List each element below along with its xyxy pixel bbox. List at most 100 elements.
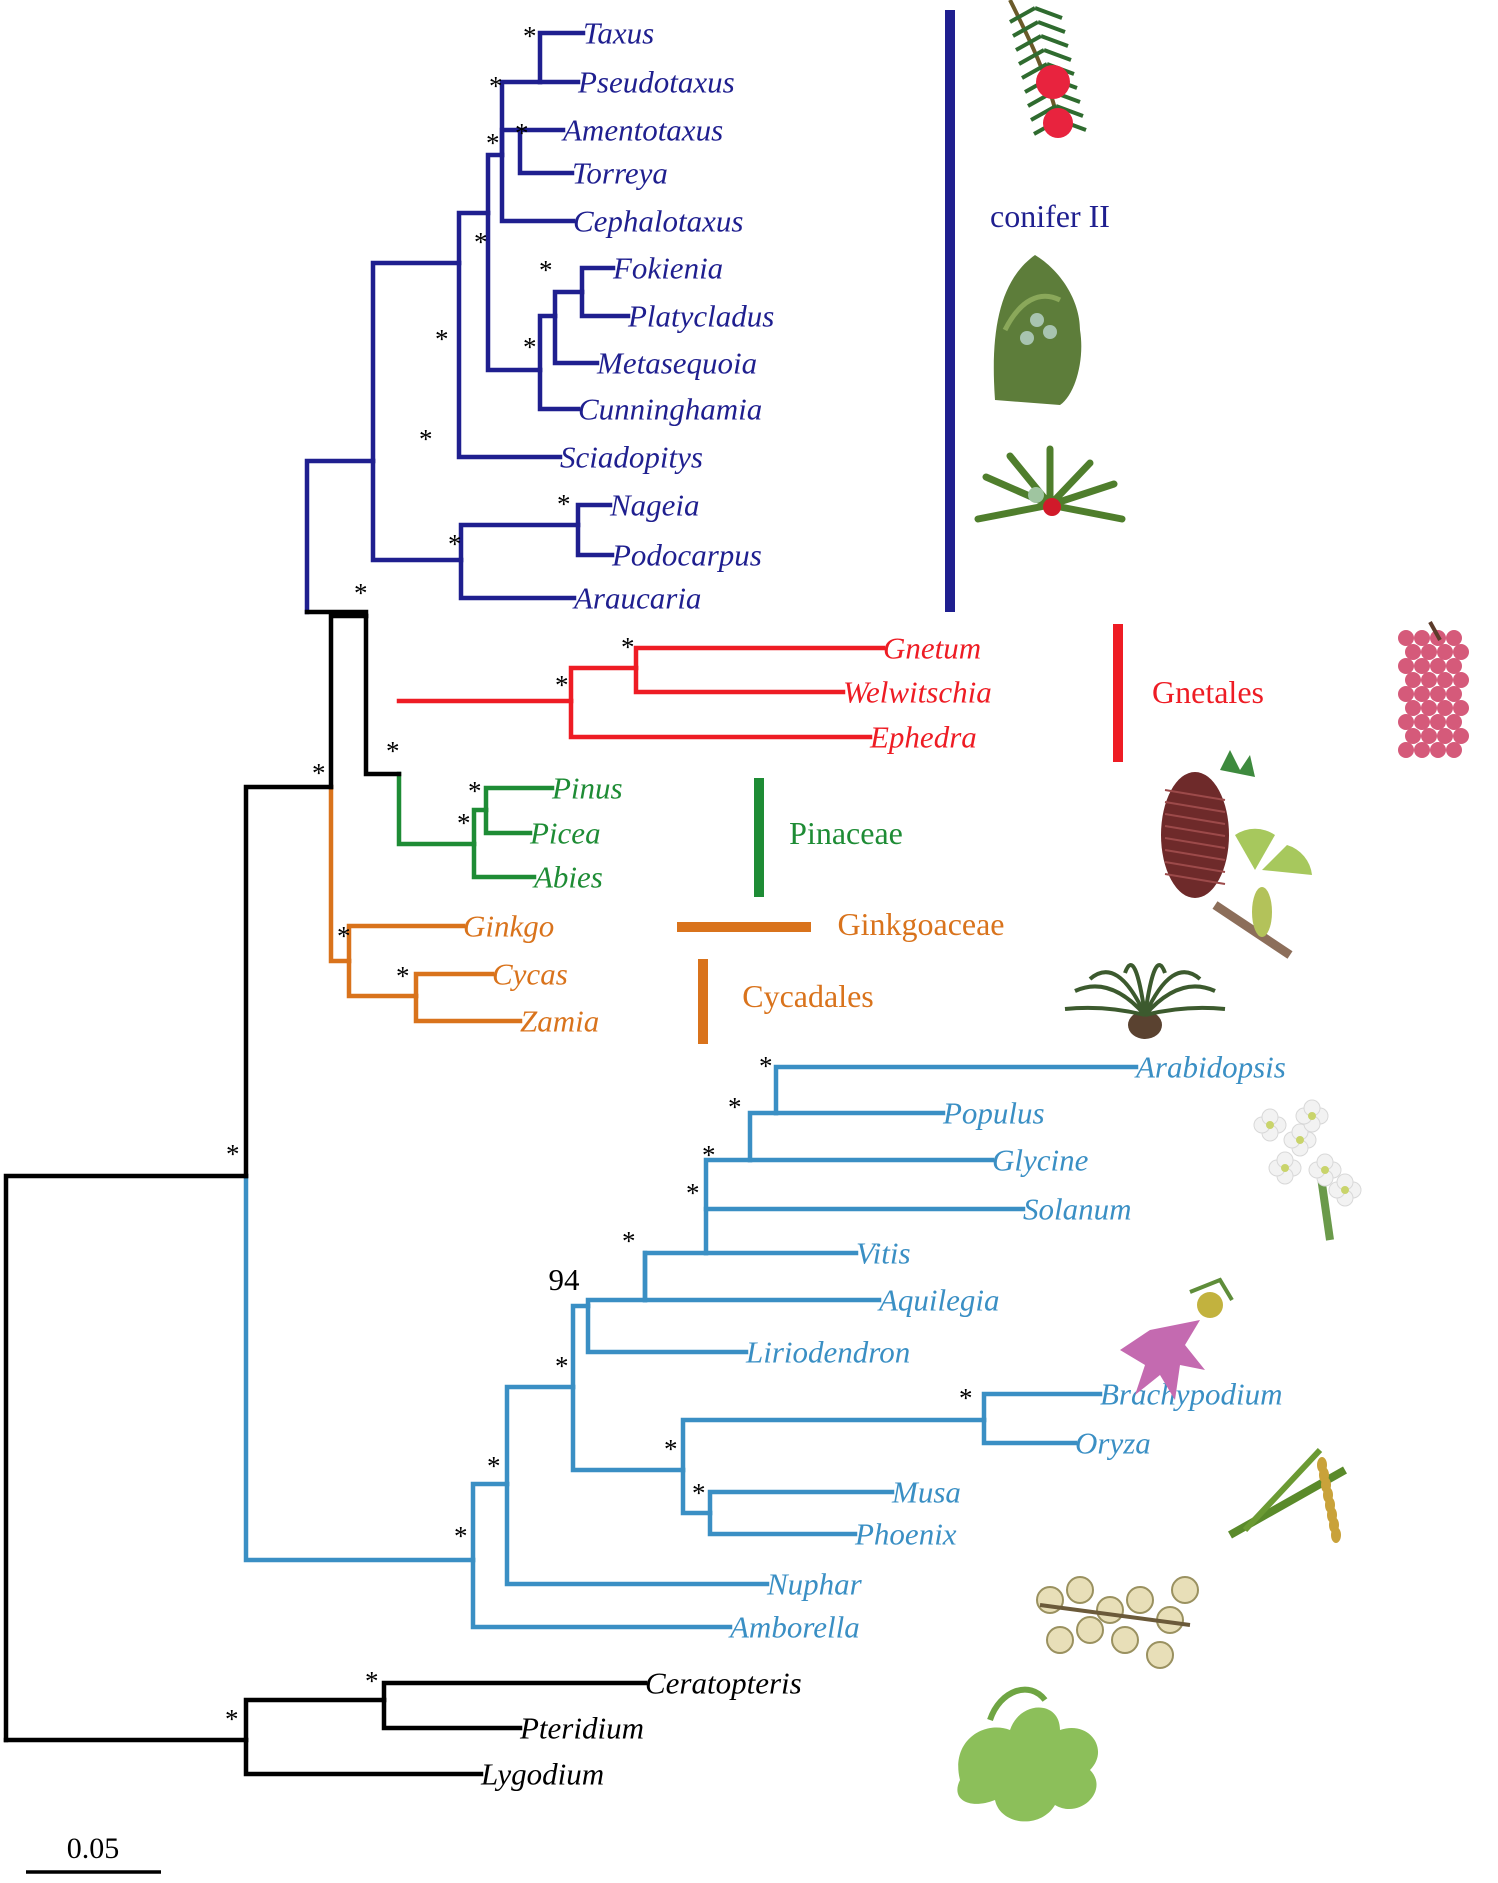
clade-label-pinaceae: Pinaceae [789, 815, 903, 851]
branch-conifer [537, 367, 581, 412]
branch-pinaceae [483, 785, 555, 813]
support-asterisk: * [226, 1139, 240, 1169]
clade-label-conifer: conifer II [990, 198, 1110, 234]
taxon-sciadopitys: Sciadopitys [560, 440, 703, 475]
taxon-picea: Picea [529, 816, 601, 851]
support-asterisk: * [692, 1478, 706, 1508]
taxon-amborella: Amborella [728, 1610, 860, 1645]
taxon-araucaria: Araucaria [572, 581, 701, 616]
podocarpus-image [974, 445, 1126, 523]
branch-conifer [370, 260, 462, 464]
branch-pinaceae [483, 807, 533, 836]
branch-conifer [458, 522, 581, 563]
taxon-arabidopsis: Arabidopsis [1134, 1050, 1286, 1085]
branch-conifer [485, 210, 543, 373]
branch-gnetales [568, 698, 873, 740]
support-values: * * * * * * * * * * * * * * * * * * * * * * * * * * * * * * * * * * 94 [225, 21, 973, 1734]
branch-outgroup [328, 613, 369, 790]
branch-angiosperm [570, 1303, 591, 1390]
taxon-platycladus: Platycladus [627, 299, 774, 334]
clade-label-ginkgoaceae: Ginkgoaceae [837, 906, 1004, 942]
support-asterisk: * [621, 632, 635, 662]
rice-panicle-image [1228, 1447, 1347, 1543]
clade-label-cycadales: Cycadales [742, 978, 874, 1014]
branch-ginkgo-cycad [346, 923, 466, 964]
branch-pinaceae [471, 841, 537, 880]
taxon-podocarpus: Podocarpus [611, 538, 762, 573]
support-asterisk: * [959, 1383, 973, 1413]
taxon-oryza: Oryza [1075, 1426, 1151, 1461]
support-asterisk: * [468, 776, 482, 806]
branch-angiosperm [570, 1384, 686, 1473]
support-asterisk: * [555, 1351, 569, 1381]
support-asterisk: * [489, 71, 503, 101]
support-asterisk: * [539, 255, 553, 285]
taxon-metasequoia: Metasequoia [596, 346, 757, 381]
taxon-fokienia: Fokienia [612, 251, 723, 286]
branch-outgroup [243, 1737, 484, 1777]
taxon-lygodium: Lygodium [480, 1757, 604, 1792]
scale-bar-label: 0.05 [67, 1832, 120, 1865]
branch-conifer [537, 313, 558, 373]
branch-outgroup [381, 1680, 648, 1703]
branch-conifer [579, 289, 631, 319]
branch-angiosperm [642, 1250, 709, 1303]
plant-images [957, 0, 1469, 1822]
branch-angiosperm [703, 1157, 753, 1212]
support-asterisk: * [419, 424, 433, 454]
branch-ginkgo-cycad [413, 993, 523, 1024]
branch-angiosperm [707, 1489, 895, 1516]
branch-angiosperm [773, 1064, 1139, 1116]
branch-outgroup [304, 609, 369, 619]
branch-ginkgo-cycad [413, 971, 495, 999]
branch-conifer [552, 313, 600, 366]
branch-angiosperm [504, 1384, 576, 1487]
support-asterisk: * [474, 227, 488, 257]
taxon-pinus: Pinus [551, 771, 623, 806]
branch-gnetales [633, 645, 886, 671]
branch-pinaceae [396, 771, 477, 847]
branch-conifer [579, 265, 616, 295]
gnetum-fruit-image [1398, 621, 1469, 758]
branch-conifer [575, 502, 613, 528]
support-asterisk: * [486, 128, 500, 158]
support-asterisk: * [686, 1178, 700, 1208]
support-asterisk: * [448, 529, 462, 559]
branch-outgroup [381, 1697, 523, 1731]
branch-outgroup [363, 613, 402, 777]
support-asterisk: * [354, 578, 368, 608]
taxon-amentotaxus: Amentotaxus [561, 113, 723, 148]
taxon-gnetum: Gnetum [883, 631, 981, 666]
branch-angiosperm [981, 1391, 1103, 1423]
taxon-liriodendron: Liriodendron [745, 1335, 910, 1370]
branch-angiosperm [981, 1417, 1078, 1446]
branch-angiosperm [585, 1297, 648, 1309]
taxon-nuphar: Nuphar [766, 1567, 863, 1602]
branch-outgroup [243, 784, 334, 1179]
support-asterisk: * [365, 1666, 379, 1696]
branch-conifer [485, 152, 505, 216]
cypress-foliage-image [993, 255, 1082, 405]
arabidopsis-flower-image [1253, 1099, 1362, 1241]
taxon-solanum: Solanum [1023, 1192, 1132, 1227]
aquilegia-flower-image [1120, 1277, 1234, 1400]
support-asterisk: * [435, 324, 449, 354]
support-asterisk: * [759, 1051, 773, 1081]
branch-angiosperm [243, 1173, 476, 1563]
support-asterisk: * [523, 332, 537, 362]
support-asterisk: * [487, 1451, 501, 1481]
support-asterisk: * [555, 670, 569, 700]
support-asterisk: * [225, 1704, 239, 1734]
branch-angiosperm [747, 1110, 779, 1163]
taxon-phoenix: Phoenix [854, 1517, 957, 1552]
branch-conifer [517, 127, 575, 176]
branch-angiosperm [585, 1303, 749, 1355]
support-asterisk: * [454, 1521, 468, 1551]
clade-label-gnetales: Gnetales [1152, 674, 1264, 710]
branch-outgroup [3, 1173, 249, 1743]
support-asterisk: * [557, 489, 571, 519]
branch-conifer [370, 458, 464, 563]
taxon-zamia: Zamia [520, 1004, 599, 1039]
taxon-brachypodium: Brachypodium [1100, 1377, 1283, 1412]
